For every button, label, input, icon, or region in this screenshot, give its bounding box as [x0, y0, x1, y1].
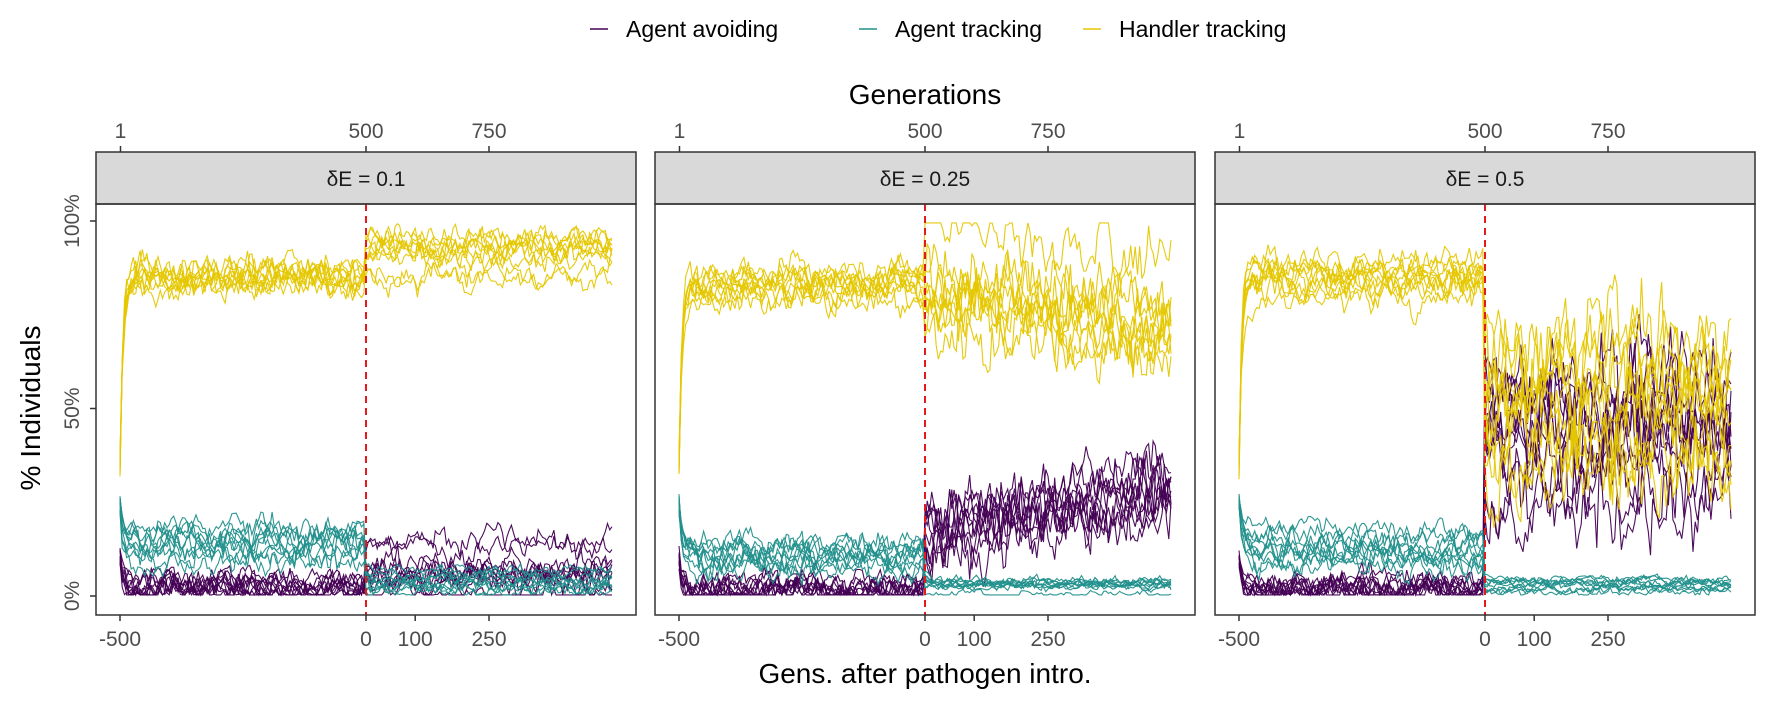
- y-tick-label: 50%: [61, 387, 84, 429]
- bottom-axis-title: Gens. after pathogen intro.: [758, 658, 1091, 689]
- panel-strip-label: δE = 0.5: [1446, 168, 1525, 191]
- panel-1: δE = 0.1 -500 0 100 250 1 500 750 0% 50% 100%: [61, 120, 637, 651]
- x-top-tick-label: 500: [348, 120, 383, 143]
- x-top-tick-label: 750: [1030, 120, 1065, 143]
- series-line: [119, 226, 613, 456]
- panel-strip: [654, 151, 1196, 205]
- series-line: [678, 252, 1172, 471]
- x-top-tick-label: 1: [115, 120, 127, 143]
- x-bottom-tick-label: 250: [1030, 628, 1065, 651]
- y-axis-title: % Individuals: [15, 326, 46, 491]
- panel-strip: [95, 151, 637, 205]
- panel-2: δE = 0.25 -500 0 100 250 1 500 750: [654, 120, 1196, 651]
- legend-item-agent-avoiding: Agent avoiding: [590, 16, 778, 42]
- panel-strip-label: δE = 0.25: [880, 168, 971, 191]
- legend-item-agent-tracking: Agent tracking: [859, 16, 1042, 42]
- x-top-tick-label: 1: [1234, 120, 1246, 143]
- series-line: [119, 499, 613, 595]
- x-top-tick-label: 750: [471, 120, 506, 143]
- panel-3: δE = 0.5 -500 0 100 250 1 500 750: [1214, 120, 1756, 651]
- x-bottom-tick-label: 100: [957, 628, 992, 651]
- series-line: [678, 248, 1172, 465]
- series-line: [678, 222, 1172, 465]
- legend-label: Handler tracking: [1119, 16, 1286, 42]
- series-line: [1238, 263, 1732, 459]
- x-bottom-tick-label: 100: [398, 628, 433, 651]
- x-bottom-tick-label: 100: [1517, 628, 1552, 651]
- legend-item-handler-tracking: Handler tracking: [1083, 16, 1286, 42]
- legend: Agent avoiding Agent tracking Handler trac…: [590, 16, 1286, 42]
- x-bottom-tick-label: -500: [1218, 628, 1260, 651]
- series-line: [678, 264, 1172, 452]
- legend-label: Agent tracking: [895, 16, 1042, 42]
- x-bottom-tick-label: -500: [99, 628, 141, 651]
- x-top-tick-label: 500: [907, 120, 942, 143]
- panel-strip-label: δE = 0.1: [327, 168, 406, 191]
- y-tick-label: 0%: [61, 581, 84, 611]
- legend-label: Agent avoiding: [626, 16, 778, 42]
- x-bottom-tick-label: -500: [658, 628, 700, 651]
- series-line: [678, 512, 1172, 592]
- x-bottom-tick-label: 0: [1479, 628, 1491, 651]
- x-bottom-tick-label: 0: [360, 628, 372, 651]
- x-top-tick-label: 1: [674, 120, 686, 143]
- series-line: [119, 234, 613, 469]
- x-bottom-tick-label: 250: [471, 628, 506, 651]
- x-top-tick-label: 750: [1590, 120, 1625, 143]
- x-bottom-tick-label: 0: [919, 628, 931, 651]
- top-axis-title: Generations: [849, 79, 1002, 110]
- series-line: [119, 256, 613, 477]
- series-line: [1238, 503, 1732, 591]
- x-bottom-tick-label: 250: [1590, 628, 1625, 651]
- y-tick-label: 100%: [61, 194, 84, 248]
- panel-strip: [1214, 151, 1756, 205]
- x-top-tick-label: 500: [1467, 120, 1502, 143]
